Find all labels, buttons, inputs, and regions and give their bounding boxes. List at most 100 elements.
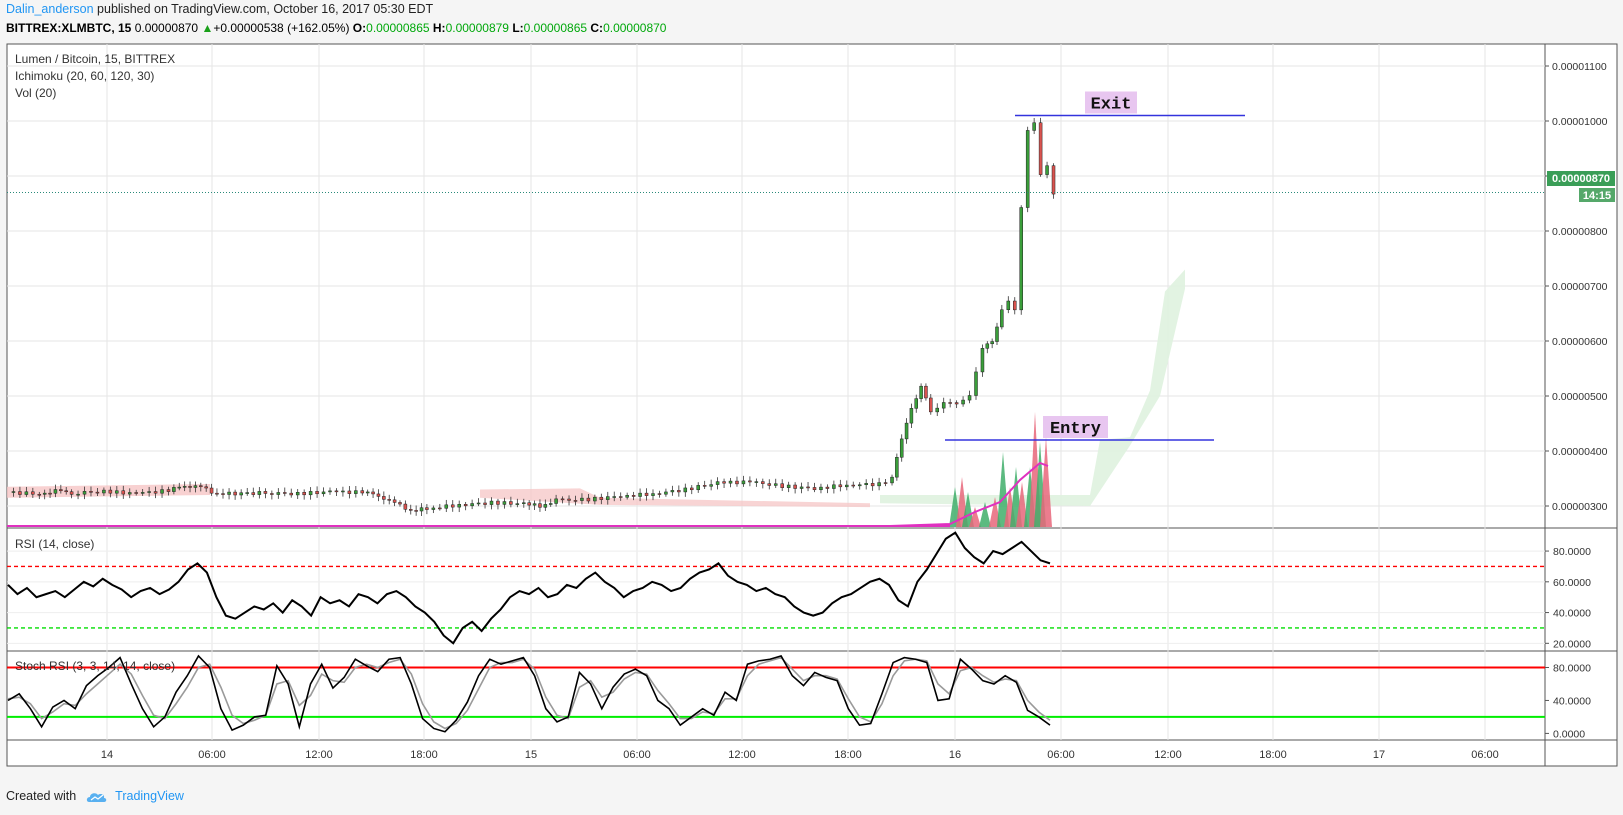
open-label: O: [352, 21, 367, 35]
author-link[interactable]: Dalin_anderson [6, 2, 94, 16]
candle-down [793, 484, 797, 489]
candle-up [502, 501, 507, 505]
candle-up [728, 480, 733, 484]
close-label: C: [590, 21, 604, 35]
candle-up [295, 492, 300, 496]
created-with-text: Created with [6, 789, 77, 803]
x-tick-label: 06:00 [1471, 749, 1499, 761]
candle-down [677, 490, 681, 493]
candle-down [382, 496, 386, 500]
rsi-tick-label: 80.0000 [1553, 546, 1591, 558]
candle-down [59, 489, 63, 492]
candle-up [328, 490, 332, 493]
price-tick-label: 0.00000300 [1552, 501, 1608, 513]
candle-up [42, 492, 47, 495]
candle-up [638, 492, 642, 497]
candle-up [890, 476, 894, 484]
candle-down [538, 503, 542, 508]
candle-up [193, 485, 198, 488]
candle-down [1013, 300, 1017, 311]
candle-up [308, 491, 313, 496]
x-tick-label: 18:00 [834, 749, 862, 761]
candle-up [819, 486, 823, 491]
x-tick-label: 16 [949, 749, 961, 761]
candle-up [548, 503, 553, 505]
candle-up [76, 493, 80, 496]
candle-up [914, 398, 918, 409]
candle-up [227, 491, 231, 495]
candle-down [954, 402, 959, 405]
candle-up [909, 408, 914, 424]
candle-up [24, 491, 29, 495]
last-price: 0.00000870 [134, 21, 199, 35]
candle-down [929, 397, 933, 413]
candle-down [618, 496, 623, 498]
candle-up [974, 371, 978, 396]
candle-down [283, 492, 287, 494]
price-tick-label: 0.00001000 [1552, 116, 1608, 128]
candle-down [153, 491, 158, 494]
candle-down [302, 492, 306, 496]
price-badge: 0.00000870 14:15 [1547, 171, 1615, 202]
candle-down [134, 492, 138, 494]
publish-line: Dalin_anderson published on TradingView.… [6, 2, 433, 16]
candle-up [245, 492, 249, 494]
stoch-tick-label: 0.0000 [1553, 728, 1585, 740]
price-tick-label: 0.00000800 [1552, 226, 1608, 238]
stoch-k-line [7, 654, 1051, 733]
candle-up [457, 504, 461, 508]
stoch-tick-label: 80.0000 [1553, 662, 1591, 674]
candle-up [877, 482, 881, 487]
candle-up [127, 492, 132, 495]
candle-up [606, 496, 610, 500]
candle-up [941, 402, 946, 409]
rsi-tick-label: 20.0000 [1553, 638, 1591, 650]
volume-bar [969, 507, 981, 527]
candle-up [431, 507, 436, 510]
tradingview-link[interactable]: TradingView [115, 789, 184, 803]
candle-down [767, 483, 772, 486]
close-value: 0.00000870 [603, 21, 667, 35]
published-text: published on TradingView.com, October 16… [97, 2, 434, 16]
candle-up [857, 484, 862, 487]
candle-up [919, 385, 923, 399]
x-tick-label: 06:00 [623, 749, 651, 761]
candle-down [496, 500, 500, 505]
candle-down [527, 502, 531, 506]
candle-up [995, 326, 999, 342]
volume-bar [997, 452, 1009, 527]
candle-down [748, 480, 752, 483]
footer: Created with TradingView [6, 789, 184, 803]
candle-up [147, 491, 151, 493]
tradingview-logo-icon [86, 792, 106, 802]
level-label-bg [1085, 91, 1137, 114]
candle-up [82, 491, 87, 495]
low-label: L: [512, 21, 524, 35]
candle-up [239, 492, 243, 496]
candle-down [586, 497, 591, 502]
up-arrow-icon: ▲ [201, 21, 214, 35]
candle-up [1006, 300, 1011, 311]
candle-up [419, 507, 424, 512]
candle-up [444, 504, 449, 509]
level-label[interactable]: Exit [1091, 96, 1132, 115]
level-label[interactable]: Entry [1050, 420, 1101, 439]
candle-down [360, 490, 365, 494]
chart-canvas[interactable]: Exit Entry 14 06:00 12:00 18:00 15 06:00 12:00 1… [0, 40, 1623, 780]
candle-up [470, 503, 474, 507]
candle-down [463, 504, 468, 507]
chart-title: Lumen / Bitcoin, 15, BITTREX [15, 52, 175, 66]
candle-up [799, 486, 804, 489]
candle-up [160, 489, 164, 494]
candle-down [108, 489, 113, 494]
ohlc-bar: BITTREX:XLMBTC, 15 0.00000870 ▲+0.000005… [6, 21, 666, 35]
candle-up [715, 481, 720, 485]
candle-down [409, 509, 413, 511]
symbol-label: BITTREX:XLMBTC, 15 [6, 21, 132, 35]
candle-up [515, 503, 520, 505]
candle-up [670, 490, 675, 493]
candle-down [251, 492, 256, 495]
candle-down [631, 495, 636, 497]
candle-down [37, 493, 42, 496]
rsi-line [7, 531, 1051, 645]
